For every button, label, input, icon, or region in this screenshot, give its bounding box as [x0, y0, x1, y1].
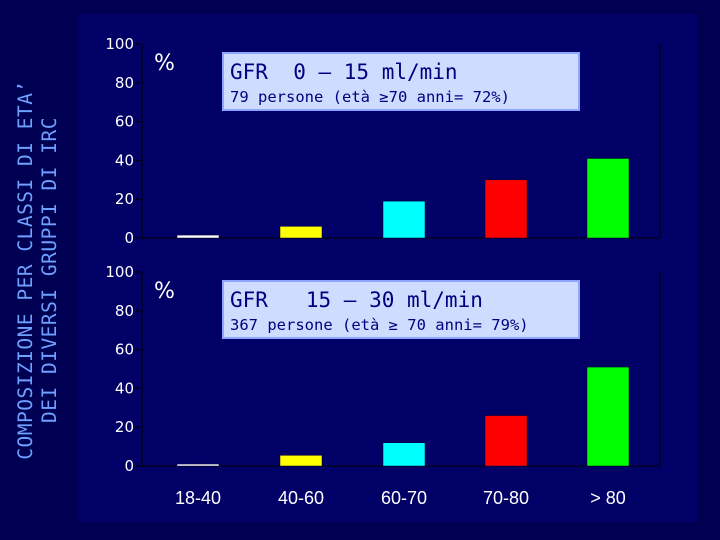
bar-40-60 — [279, 455, 323, 467]
bar-60-70 — [382, 200, 426, 239]
y-tick-label: 40 — [115, 151, 134, 169]
y-tick-label: 100 — [105, 263, 134, 281]
y-tick-label: 100 — [105, 35, 134, 53]
y-tick-label: 60 — [115, 113, 134, 131]
info-box-title: GFR 15 – 30 ml/min — [230, 288, 483, 312]
info-box-subtitle: 367 persone (età ≥ 70 anni= 79%) — [230, 316, 529, 334]
bar-80 — [586, 158, 630, 239]
info-box — [222, 280, 580, 339]
info-box-subtitle: 79 persone (età ≥70 anni= 72%) — [230, 88, 510, 106]
bar-70-80 — [484, 415, 528, 467]
x-tick-label: 18-40 — [175, 488, 221, 508]
y-tick-label: 80 — [115, 74, 134, 92]
y-tick-label: 20 — [115, 418, 134, 436]
x-tick-label: 40-60 — [278, 488, 324, 508]
x-tick-label: 60-70 — [381, 488, 427, 508]
x-tick-label: 70-80 — [483, 488, 529, 508]
bar-80 — [586, 366, 630, 467]
chart-1: 100 80 60 40 20 0% GFR 0 – 15 ml/min 79 persone… — [105, 35, 661, 247]
bar-60-70 — [382, 442, 426, 467]
info-box — [222, 52, 580, 111]
y-tick-label: 0 — [124, 229, 134, 247]
y-tick-label: 60 — [115, 341, 134, 359]
percent-label: % — [154, 51, 175, 76]
bar-18-40 — [176, 463, 220, 467]
y-tick-label: 40 — [115, 379, 134, 397]
y-tick-label: 80 — [115, 302, 134, 320]
bar-70-80 — [484, 179, 528, 239]
info-box-title: GFR 0 – 15 ml/min — [230, 60, 458, 84]
x-tick-label: > 80 — [590, 488, 626, 508]
chart-2: 100 80 60 40 20 0% GFR 15 – 30 ml/min 367 perso… — [105, 263, 661, 475]
y-tick-label: 0 — [124, 457, 134, 475]
bar-40-60 — [279, 226, 323, 239]
bar-18-40 — [176, 234, 220, 239]
percent-label: % — [154, 279, 175, 304]
y-tick-label: 20 — [115, 190, 134, 208]
